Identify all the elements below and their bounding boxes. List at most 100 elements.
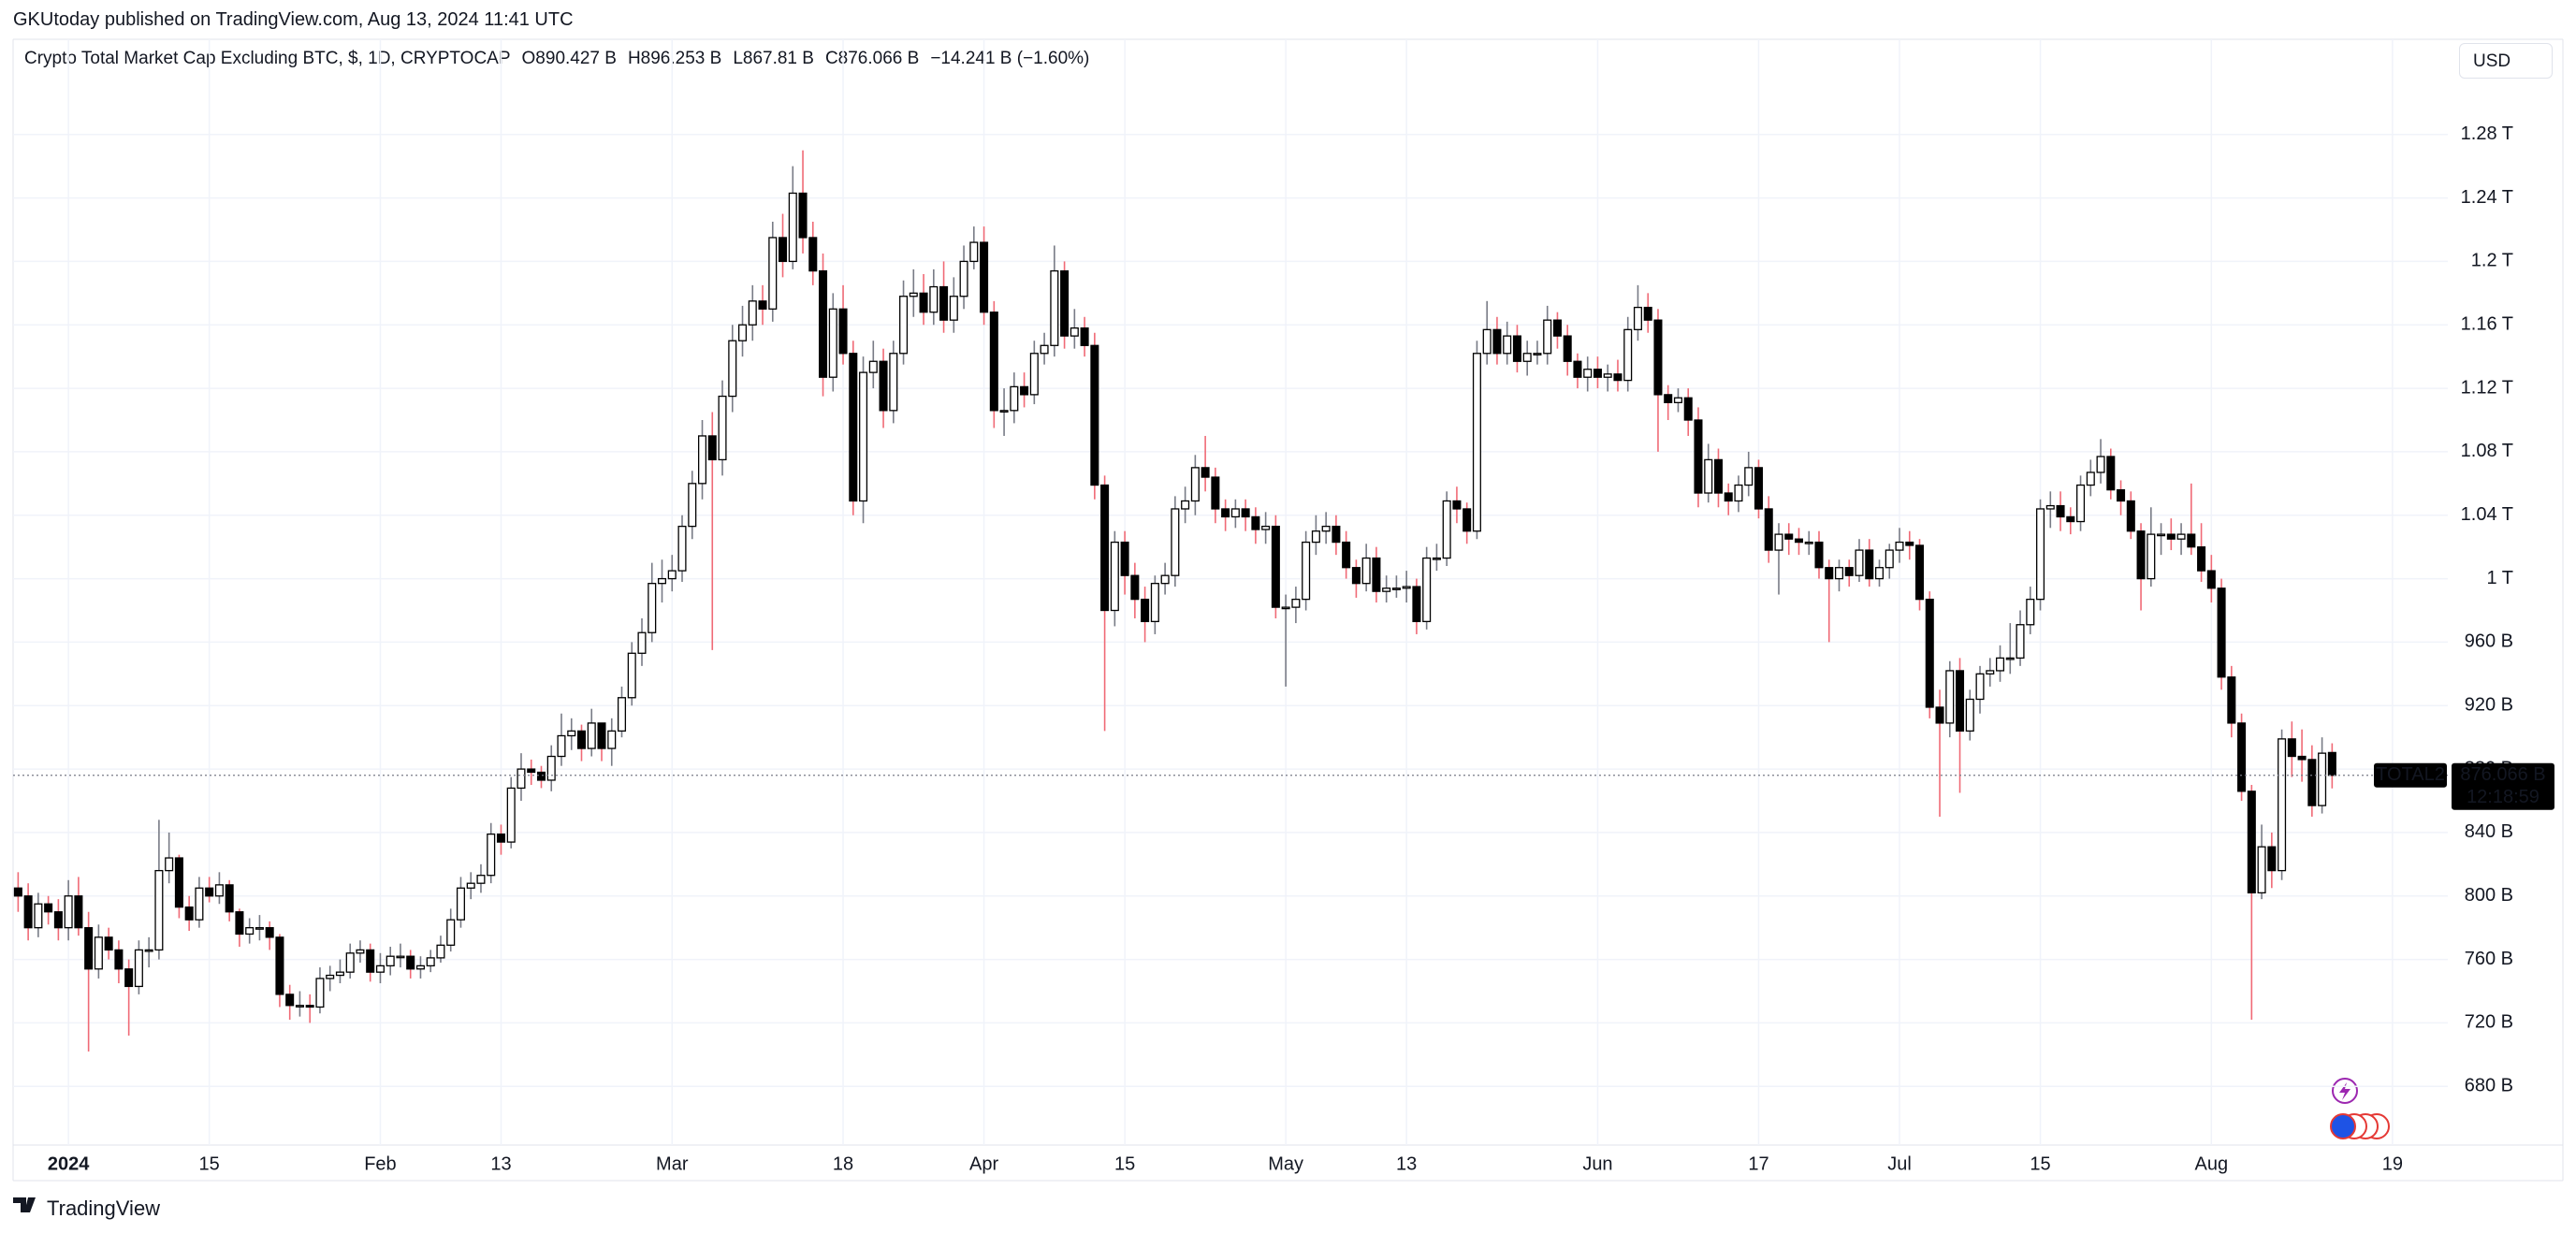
symbol-name: Crypto Total Market Cap Excluding BTC, $…	[24, 49, 511, 68]
candle-body	[1834, 567, 1844, 580]
candle-body	[214, 884, 224, 897]
candle	[184, 895, 194, 932]
candle	[124, 959, 134, 1036]
candle	[114, 940, 124, 984]
candle-body	[688, 483, 697, 528]
candle-body	[2036, 508, 2045, 601]
candle-body	[999, 410, 1009, 413]
candle	[980, 226, 989, 326]
candle-body	[1160, 574, 1170, 585]
candle	[919, 273, 928, 326]
candle-body	[255, 927, 264, 930]
candle-body	[2176, 533, 2186, 540]
candle	[2197, 523, 2206, 582]
candle-body	[697, 435, 707, 485]
candle-body	[576, 730, 587, 749]
candle-body	[1351, 567, 1361, 585]
candle	[1402, 571, 1411, 603]
candle-body	[2287, 738, 2296, 758]
candle	[1986, 658, 1995, 687]
candle	[838, 284, 848, 365]
candle-body	[1905, 541, 1914, 546]
candle-body	[1996, 657, 2005, 672]
close-value: C876.066 B	[824, 49, 920, 68]
x-tick-label: Apr	[969, 1153, 998, 1174]
candle	[2166, 518, 2176, 551]
y-tick-label: 720 B	[2465, 1012, 2513, 1033]
candle-body	[1865, 549, 1874, 580]
candle	[1925, 591, 1934, 718]
candle-body	[2126, 500, 2135, 532]
candle	[1432, 544, 1441, 572]
candle	[688, 471, 697, 540]
candle	[768, 222, 778, 322]
candle	[104, 927, 113, 960]
candle	[53, 899, 63, 941]
candle	[1754, 459, 1764, 519]
candle	[607, 718, 617, 766]
candle-body	[53, 911, 63, 929]
candle	[617, 686, 627, 738]
candle-body	[74, 895, 83, 929]
candle-body	[144, 949, 153, 952]
candle-body	[1050, 269, 1059, 346]
candle	[466, 872, 475, 900]
x-tick-label: 17	[1748, 1153, 1768, 1174]
candle	[1653, 309, 1663, 452]
candle-body	[2318, 752, 2327, 806]
candle-body	[1855, 549, 1864, 576]
candle	[1895, 528, 1904, 563]
y-tick-label: 840 B	[2465, 821, 2513, 842]
symbol-legend: Crypto Total Market Cap Excluding BTC, $…	[24, 49, 1100, 69]
candle-body	[1120, 541, 1129, 576]
candle-body	[1643, 306, 1652, 321]
candle	[446, 908, 456, 952]
candle-body	[768, 237, 778, 310]
candle-body	[2045, 504, 2055, 510]
candle	[235, 908, 244, 948]
candle-body	[426, 957, 435, 967]
symbol-tag	[2374, 762, 2447, 788]
candle-body	[1935, 706, 1944, 724]
flag-icon[interactable]	[2330, 1113, 2356, 1139]
currency-button[interactable]: USD	[2459, 43, 2553, 79]
candle	[939, 261, 949, 333]
y-tick-label: 800 B	[2465, 885, 2513, 906]
candle	[597, 722, 606, 762]
candle	[1332, 515, 1341, 556]
candle-body	[648, 583, 657, 633]
candle	[2206, 555, 2216, 603]
candle	[517, 753, 526, 802]
candle-body	[375, 965, 385, 973]
candle	[637, 617, 647, 666]
candle-body	[2005, 657, 2015, 660]
candle	[74, 877, 83, 936]
candle	[2217, 578, 2226, 690]
candle	[154, 820, 164, 960]
candle-body	[1895, 541, 1904, 551]
candle	[375, 952, 385, 984]
candle-body	[2217, 587, 2226, 678]
candle	[1472, 341, 1481, 540]
candle	[1825, 559, 1834, 643]
candle-body	[235, 911, 244, 936]
candle-body	[1804, 541, 1813, 544]
y-tick-label: 1.16 T	[2461, 314, 2513, 335]
candle	[1452, 486, 1462, 524]
candle-body	[1633, 306, 1642, 330]
candle	[34, 892, 43, 937]
candle-body	[1945, 670, 1955, 724]
candle	[2327, 743, 2336, 789]
candle	[1855, 539, 1864, 582]
candle	[1010, 372, 1019, 424]
candle	[959, 245, 968, 310]
candle	[567, 718, 576, 750]
candle	[1774, 523, 1783, 595]
candle	[315, 967, 325, 1014]
candle	[738, 305, 748, 357]
candle	[1382, 575, 1391, 603]
candle-body	[345, 952, 355, 973]
candle-body	[2136, 530, 2146, 580]
candle	[2187, 483, 2196, 556]
candle-body	[2206, 570, 2216, 589]
